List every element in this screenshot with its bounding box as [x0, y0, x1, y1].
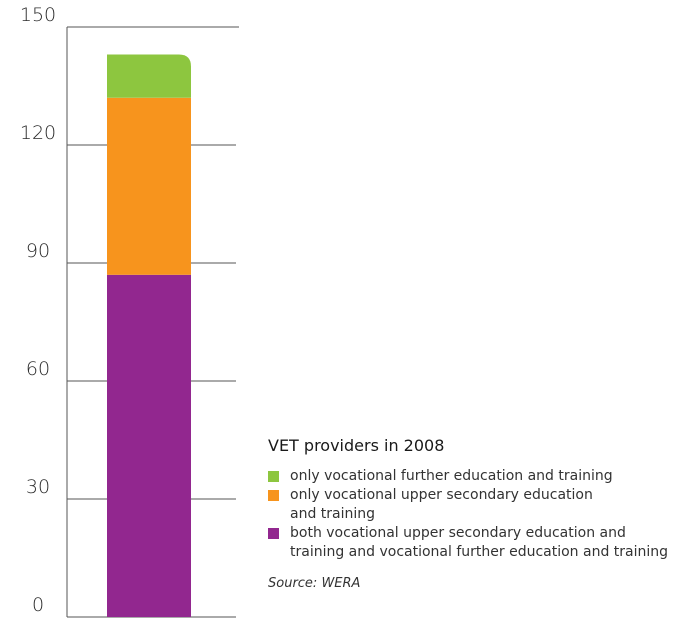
legend: VET providers in 2008 only vocational fu…	[268, 436, 688, 591]
legend-items: only vocational further education and tr…	[268, 467, 688, 562]
bar-segment-3	[107, 54, 191, 98]
y-axis-tick-labels: 0 30 60 90 120 150	[20, 4, 56, 616]
y-tick-label: 90	[26, 240, 50, 262]
legend-swatch	[268, 490, 279, 501]
legend-label: only vocational upper secondary educatio…	[290, 487, 593, 522]
legend-item: both vocational upper secondary educatio…	[268, 524, 688, 562]
y-tick-label: 60	[26, 358, 50, 380]
y-tick-label: 0	[32, 594, 44, 616]
bar-segments	[107, 54, 191, 617]
legend-label: both vocational upper secondary educatio…	[290, 525, 669, 560]
chart-title: VET providers in 2008	[268, 436, 445, 455]
legend-swatch	[268, 528, 279, 539]
legend-item: only vocational further education and tr…	[268, 467, 688, 486]
y-tick-label: 120	[20, 122, 56, 144]
legend-swatch	[268, 471, 279, 482]
y-tick-label: 30	[26, 476, 50, 498]
legend-label: only vocational further education and tr…	[290, 468, 613, 484]
bar-segment-2	[107, 97, 191, 275]
y-tick-label: 150	[20, 4, 56, 26]
legend-item: only vocational upper secondary educatio…	[268, 486, 688, 524]
bar-segment-1	[107, 274, 191, 617]
source-note: Source: WERA	[268, 576, 361, 591]
